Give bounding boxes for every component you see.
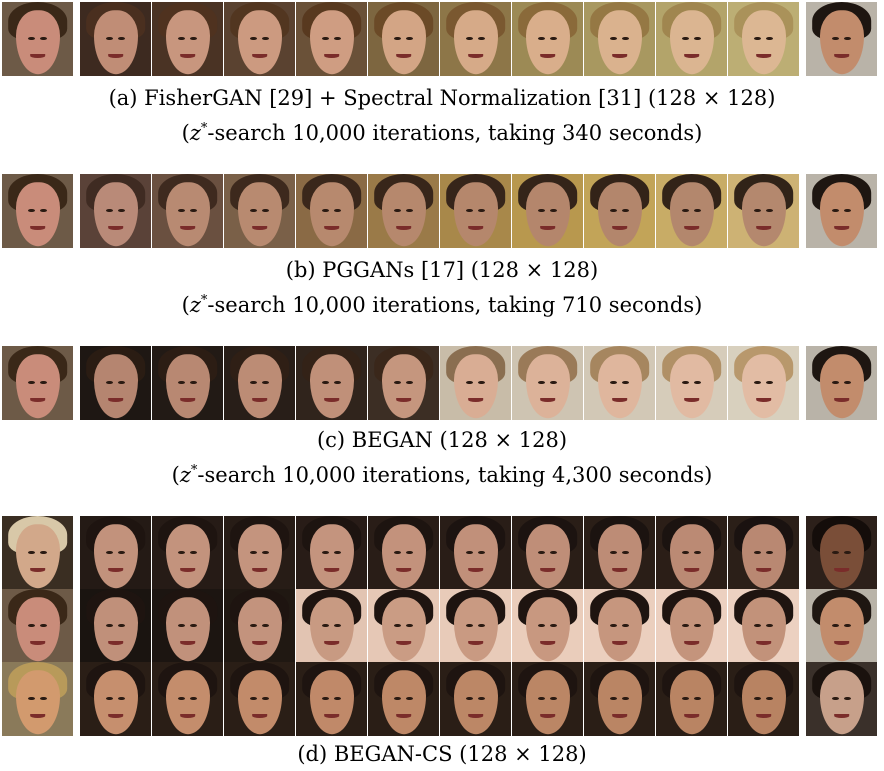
- interpolation-face-image: [368, 662, 439, 736]
- interpolation-face-image: [584, 174, 655, 248]
- interpolation-face-image: [296, 662, 367, 736]
- interpolation-face-image: [224, 516, 295, 590]
- interpolation-face-image: [656, 589, 727, 663]
- face-strip-d-row3: [0, 662, 884, 736]
- interpolation-face-image: [584, 516, 655, 590]
- interpolation-face-image: [440, 346, 511, 420]
- interpolation-face-image: [656, 174, 727, 248]
- target-face-image: [806, 346, 877, 420]
- interpolation-face-image: [80, 2, 151, 76]
- interpolation-face-image: [728, 346, 799, 420]
- interpolation-face-image: [656, 662, 727, 736]
- interpolation-face-image: [296, 2, 367, 76]
- interpolation-face-image: [728, 174, 799, 248]
- interpolation-face-image: [512, 174, 583, 248]
- interpolation-face-image: [224, 662, 295, 736]
- interpolation-face-image: [512, 346, 583, 420]
- interpolation-face-image: [656, 346, 727, 420]
- interpolation-face-image: [368, 174, 439, 248]
- caption-d-line1: (d) BEGAN-CS (128 × 128): [297, 742, 587, 766]
- interpolation-face-image: [512, 589, 583, 663]
- interpolation-face-image: [440, 2, 511, 76]
- interpolation-face-image: [152, 174, 223, 248]
- interpolation-face-image: [728, 516, 799, 590]
- interpolation-face-image: [512, 516, 583, 590]
- interpolation-face-image: [440, 589, 511, 663]
- face-strip-c: [0, 346, 884, 420]
- interpolation-face-image: [152, 589, 223, 663]
- interpolation-face-image: [80, 589, 151, 663]
- target-face-image: [806, 174, 877, 248]
- interpolation-face-image: [728, 589, 799, 663]
- interpolation-face-image: [512, 2, 583, 76]
- interpolation-face-image: [728, 2, 799, 76]
- interpolation-face-image: [80, 516, 151, 590]
- interpolation-face-image: [224, 174, 295, 248]
- face-strip-d-row1: [0, 516, 884, 590]
- source-face-image: [2, 174, 73, 248]
- caption-b-line2: (z*-search 10,000 iterations, taking 710…: [181, 293, 703, 317]
- interpolation-face-image: [584, 346, 655, 420]
- interpolation-face-image: [512, 662, 583, 736]
- interpolation-face-image: [368, 516, 439, 590]
- interpolation-face-image: [584, 2, 655, 76]
- source-face-image: [2, 516, 73, 590]
- interpolation-face-image: [368, 589, 439, 663]
- interpolation-face-image: [296, 346, 367, 420]
- target-face-image: [806, 2, 877, 76]
- interpolation-face-image: [152, 516, 223, 590]
- caption-b-line1: (b) PGGANs [17] (128 × 128): [285, 258, 599, 282]
- target-face-image: [806, 589, 877, 663]
- interpolation-face-image: [296, 516, 367, 590]
- interpolation-face-image: [368, 2, 439, 76]
- interpolation-face-image: [224, 346, 295, 420]
- source-face-image: [2, 589, 73, 663]
- interpolation-face-image: [440, 662, 511, 736]
- interpolation-face-image: [296, 589, 367, 663]
- source-face-image: [2, 2, 73, 76]
- face-strip-a: [0, 2, 884, 76]
- caption-c-line2: (z*-search 10,000 iterations, taking 4,3…: [171, 463, 713, 487]
- interpolation-face-image: [80, 346, 151, 420]
- interpolation-face-image: [152, 662, 223, 736]
- source-face-image: [2, 662, 73, 736]
- interpolation-face-image: [656, 2, 727, 76]
- interpolation-face-image: [152, 2, 223, 76]
- interpolation-face-image: [584, 662, 655, 736]
- interpolation-face-image: [656, 516, 727, 590]
- interpolation-face-image: [224, 2, 295, 76]
- interpolation-face-image: [80, 662, 151, 736]
- interpolation-face-image: [440, 174, 511, 248]
- interpolation-face-image: [728, 662, 799, 736]
- source-face-image: [2, 346, 73, 420]
- caption-c-line1: (c) BEGAN (128 × 128): [316, 428, 568, 452]
- interpolation-face-image: [224, 589, 295, 663]
- interpolation-face-image: [440, 516, 511, 590]
- interpolation-face-image: [368, 346, 439, 420]
- target-face-image: [806, 516, 877, 590]
- interpolation-face-image: [152, 346, 223, 420]
- face-strip-b: [0, 174, 884, 248]
- target-face-image: [806, 662, 877, 736]
- interpolation-face-image: [80, 174, 151, 248]
- face-strip-d-row2: [0, 589, 884, 663]
- interpolation-face-image: [296, 174, 367, 248]
- caption-a-line1: (a) FisherGAN [29] + Spectral Normalizat…: [108, 86, 776, 110]
- interpolation-face-image: [584, 589, 655, 663]
- caption-a-line2: (z*-search 10,000 iterations, taking 340…: [181, 121, 703, 145]
